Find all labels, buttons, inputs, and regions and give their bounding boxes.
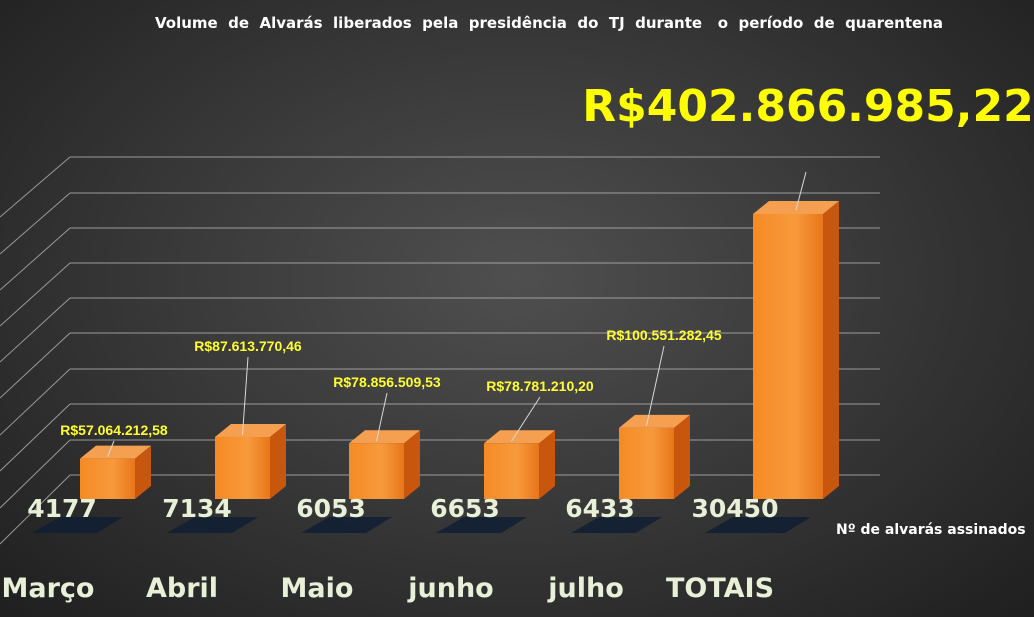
category-labels: Março Abril Maio junho julho TOTAIS [2, 573, 775, 604]
gridline-side [0, 403, 71, 472]
leader-line [242, 356, 249, 436]
chart-title: Volume de Alvarás liberados pela presidê… [155, 14, 943, 32]
count-label: 4177 [27, 494, 97, 523]
bar-front [80, 458, 135, 499]
bar-front [215, 437, 270, 499]
gridline-side [0, 227, 71, 291]
category-label: Março [2, 573, 95, 604]
bar-shadow [705, 517, 811, 533]
bar-top [753, 201, 839, 214]
bar-front [753, 214, 823, 499]
bar-front [349, 443, 404, 499]
total-value-label: R$402.866.985,22 [582, 81, 1033, 132]
leader-line [376, 392, 388, 442]
bars [80, 201, 839, 499]
bar-shadow [571, 517, 662, 533]
gridline-side [0, 156, 71, 218]
bar-front [619, 427, 674, 499]
bar-shadow [32, 517, 123, 533]
gridline-side [0, 332, 71, 399]
bar-top [619, 414, 690, 428]
bar-side [674, 414, 690, 499]
count-label: 6653 [430, 494, 500, 523]
category-label: Abril [146, 573, 218, 604]
leader-line [795, 171, 807, 211]
category-label: julho [547, 573, 624, 604]
bar-front [484, 443, 539, 499]
value-labels: R$57.064.212,58 R$87.613.770,46 R$78.856.5… [60, 327, 722, 438]
gridline-side [0, 474, 71, 545]
count-axis-label: Nº de alvarás assinados [836, 522, 1026, 538]
value-label: R$87.613.770,46 [194, 338, 302, 354]
bar-side [270, 424, 286, 499]
bar-side [539, 430, 555, 499]
count-labels: 4177 7134 6053 6653 6433 30450 [27, 494, 778, 523]
count-label: 7134 [162, 494, 232, 523]
bar-top [349, 430, 420, 444]
gridline-side [0, 192, 71, 255]
bar-top [215, 424, 286, 438]
category-label: junho [407, 573, 493, 604]
gridline-side [0, 368, 71, 436]
leader-lines [107, 171, 807, 457]
bar-shadows [32, 517, 811, 533]
leader-line [511, 396, 541, 442]
bar-top [484, 430, 555, 444]
value-label: R$78.856.509,53 [333, 374, 441, 390]
gridlines [0, 156, 880, 545]
count-label: 6053 [296, 494, 366, 523]
bar-shadow [436, 517, 527, 533]
bar-side [404, 430, 420, 499]
bar-side [135, 445, 151, 499]
count-label: 30450 [692, 494, 779, 523]
bar-top [80, 445, 151, 459]
category-label: TOTAIS [666, 573, 774, 604]
value-label: R$100.551.282,45 [606, 327, 721, 343]
value-label: R$78.781.210,20 [486, 378, 594, 394]
bar-shadow [167, 517, 258, 533]
leader-line [646, 345, 665, 426]
value-label: R$57.064.212,58 [60, 422, 168, 438]
bar-side [823, 201, 839, 499]
gridline-side [0, 439, 71, 509]
gridline-side [0, 297, 71, 363]
category-label: Maio [281, 573, 354, 604]
bar-shadow [301, 517, 392, 533]
leader-line [107, 440, 115, 457]
count-label: 6433 [565, 494, 635, 523]
gridline-side [0, 262, 71, 327]
